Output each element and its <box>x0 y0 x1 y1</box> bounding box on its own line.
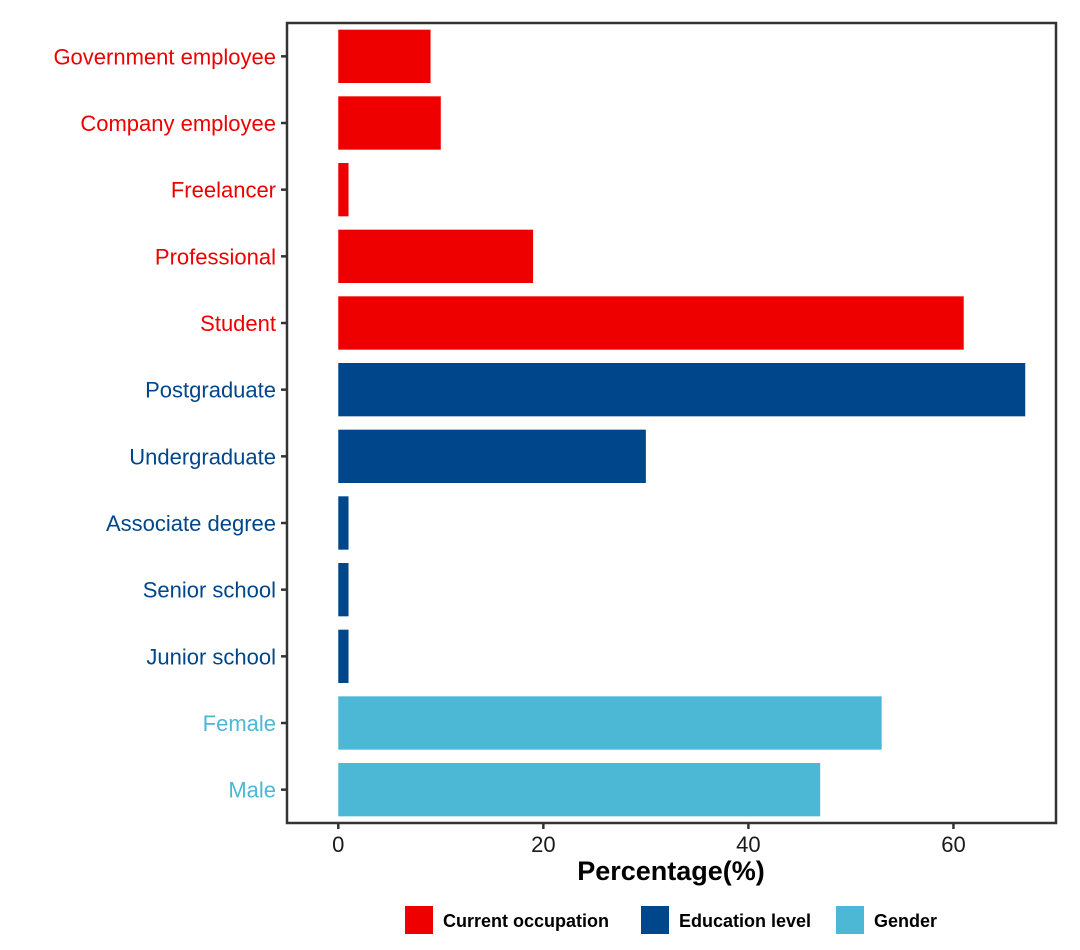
y-label-professional: Professional <box>155 244 276 269</box>
y-label-freelancer: Freelancer <box>171 178 276 203</box>
legend-swatch-current-occupation <box>405 906 433 934</box>
bar-postgraduate <box>338 363 1026 417</box>
bar-associate-degree <box>338 496 349 550</box>
x-tick-label-20: 20 <box>531 832 555 857</box>
x-tick-label-40: 40 <box>736 832 760 857</box>
y-axis-labels: Government employee Company employee Freel… <box>53 44 287 803</box>
legend-swatch-gender <box>836 906 864 934</box>
bar-female <box>338 696 882 750</box>
plot-panel <box>285 21 1058 825</box>
bar-student <box>338 296 964 350</box>
bar-company-employee <box>338 96 441 150</box>
y-label-associate-degree: Associate degree <box>106 511 276 536</box>
legend-label-gender: Gender <box>874 911 937 931</box>
legend-label-current-occupation: Current occupation <box>443 911 609 931</box>
legend-label-education-level: Education level <box>679 911 811 931</box>
y-label-undergraduate: Undergraduate <box>129 444 276 469</box>
y-label-senior-school: Senior school <box>143 578 276 603</box>
x-axis-title: Percentage(%) <box>577 856 765 886</box>
y-label-company-employee: Company employee <box>80 111 276 136</box>
y-label-junior-school: Junior school <box>146 644 276 669</box>
bar-professional <box>338 229 534 283</box>
y-label-government-employee: Government employee <box>53 44 276 69</box>
legend: Current occupation Education level Gender <box>405 906 937 934</box>
bar-senior-school <box>338 563 349 617</box>
x-tick-label-60: 60 <box>941 832 965 857</box>
y-label-male: Male <box>228 778 276 803</box>
bar-government-employee <box>338 29 431 84</box>
x-tick-label-0: 0 <box>332 832 344 857</box>
bars <box>338 29 1026 817</box>
y-label-student: Student <box>200 311 276 336</box>
bar-male <box>338 763 821 817</box>
x-axis: 0 20 40 60 <box>332 823 966 857</box>
y-label-female: Female <box>203 711 276 736</box>
legend-swatch-education-level <box>641 906 669 934</box>
bar-freelancer <box>338 163 349 217</box>
bar-undergraduate <box>338 429 646 483</box>
bar-junior-school <box>338 629 349 683</box>
y-label-postgraduate: Postgraduate <box>145 378 276 403</box>
